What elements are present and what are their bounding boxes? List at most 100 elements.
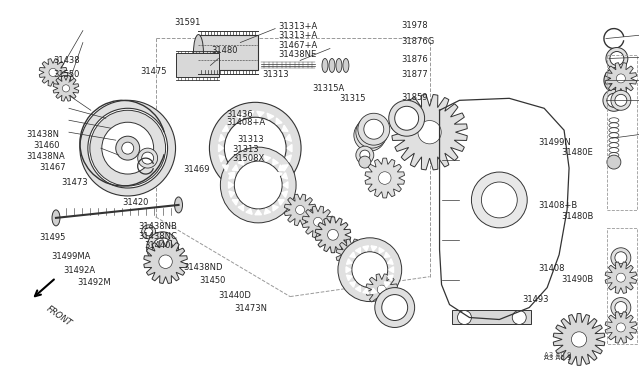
- Circle shape: [314, 217, 323, 226]
- Polygon shape: [346, 275, 352, 280]
- Polygon shape: [388, 275, 393, 280]
- Text: 31408+B: 31408+B: [538, 201, 577, 210]
- Circle shape: [359, 156, 371, 168]
- Circle shape: [62, 85, 70, 92]
- Polygon shape: [238, 159, 244, 165]
- Circle shape: [615, 252, 627, 264]
- Circle shape: [388, 100, 424, 136]
- Text: A3 A0 9: A3 A0 9: [545, 352, 572, 358]
- Polygon shape: [388, 259, 393, 264]
- Polygon shape: [605, 312, 637, 343]
- Text: 31313+A: 31313+A: [278, 31, 318, 41]
- Text: 31492M: 31492M: [77, 278, 111, 287]
- Text: FRONT: FRONT: [45, 304, 73, 328]
- Text: 31493: 31493: [523, 295, 549, 304]
- Polygon shape: [228, 182, 234, 188]
- Polygon shape: [222, 125, 228, 131]
- Polygon shape: [371, 288, 377, 294]
- Polygon shape: [363, 288, 369, 294]
- Text: 31438ND: 31438ND: [183, 263, 223, 272]
- Polygon shape: [366, 274, 397, 305]
- Ellipse shape: [343, 58, 349, 73]
- Polygon shape: [237, 177, 243, 183]
- Text: 31440D: 31440D: [218, 291, 251, 300]
- Circle shape: [611, 298, 631, 318]
- Polygon shape: [246, 156, 252, 161]
- Text: 31490B: 31490B: [561, 275, 593, 284]
- Text: 31499N: 31499N: [538, 138, 571, 147]
- Circle shape: [616, 273, 625, 282]
- Circle shape: [610, 51, 624, 65]
- Bar: [451, 310, 531, 324]
- Ellipse shape: [336, 58, 342, 73]
- Polygon shape: [379, 248, 384, 253]
- Circle shape: [512, 311, 526, 324]
- Circle shape: [58, 73, 74, 89]
- Text: 31877: 31877: [402, 70, 428, 79]
- Circle shape: [209, 102, 301, 194]
- Polygon shape: [283, 182, 288, 188]
- Text: 31315: 31315: [339, 94, 365, 103]
- Polygon shape: [257, 111, 264, 116]
- Circle shape: [159, 255, 172, 269]
- Circle shape: [395, 106, 419, 130]
- Polygon shape: [238, 205, 244, 211]
- Circle shape: [138, 148, 157, 168]
- Circle shape: [607, 155, 621, 169]
- Text: 31473N: 31473N: [234, 304, 267, 313]
- Text: 31492A: 31492A: [64, 266, 96, 275]
- Circle shape: [603, 89, 625, 111]
- Circle shape: [147, 232, 179, 264]
- Polygon shape: [229, 173, 234, 179]
- Ellipse shape: [175, 197, 182, 213]
- Polygon shape: [267, 113, 274, 119]
- Polygon shape: [246, 111, 253, 116]
- Polygon shape: [365, 158, 404, 198]
- Circle shape: [362, 122, 382, 142]
- Polygon shape: [605, 62, 637, 94]
- Circle shape: [225, 117, 286, 179]
- Polygon shape: [144, 240, 188, 283]
- Text: A3 A0 9: A3 A0 9: [545, 355, 572, 361]
- Bar: [198, 35, 258, 70]
- Polygon shape: [255, 155, 262, 160]
- Circle shape: [364, 119, 384, 139]
- Polygon shape: [363, 246, 369, 251]
- Circle shape: [352, 252, 388, 288]
- Polygon shape: [371, 246, 377, 251]
- Polygon shape: [350, 282, 355, 287]
- Polygon shape: [282, 165, 288, 171]
- Polygon shape: [237, 113, 243, 119]
- Text: 31438NE: 31438NE: [278, 50, 317, 59]
- Text: 31467: 31467: [40, 163, 66, 172]
- Circle shape: [472, 172, 527, 228]
- Circle shape: [220, 147, 296, 223]
- Circle shape: [328, 230, 339, 240]
- Circle shape: [116, 136, 140, 160]
- Text: 31467+A: 31467+A: [278, 41, 318, 50]
- Polygon shape: [282, 173, 287, 179]
- Polygon shape: [264, 209, 271, 214]
- Polygon shape: [388, 267, 394, 273]
- Polygon shape: [232, 165, 238, 170]
- Text: 31450: 31450: [199, 276, 225, 285]
- Polygon shape: [282, 125, 288, 131]
- Polygon shape: [255, 210, 262, 215]
- Polygon shape: [355, 248, 360, 253]
- Text: 31438N: 31438N: [27, 129, 60, 139]
- Polygon shape: [219, 155, 225, 162]
- Text: 31313: 31313: [262, 70, 289, 79]
- Circle shape: [145, 228, 152, 236]
- Text: 31499MA: 31499MA: [51, 252, 90, 261]
- Text: 31480E: 31480E: [561, 148, 593, 157]
- Text: 31480: 31480: [212, 46, 238, 55]
- Circle shape: [609, 73, 625, 89]
- Circle shape: [234, 161, 282, 209]
- Circle shape: [49, 68, 57, 77]
- Polygon shape: [605, 262, 637, 294]
- Circle shape: [356, 146, 374, 164]
- Text: 31876G: 31876G: [402, 37, 435, 46]
- Text: 31480B: 31480B: [561, 212, 593, 221]
- Polygon shape: [392, 94, 467, 170]
- Polygon shape: [379, 286, 384, 292]
